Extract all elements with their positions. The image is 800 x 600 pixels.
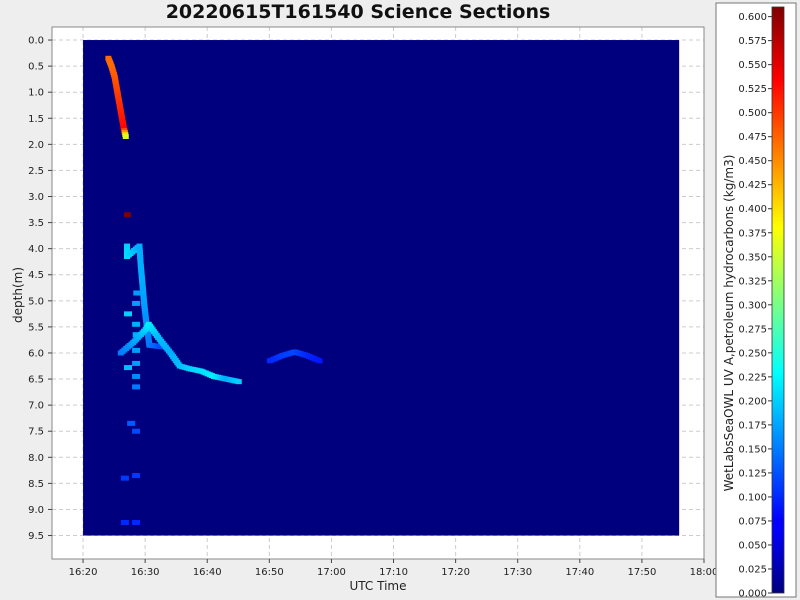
y-tick-label: 6.5 <box>28 375 44 386</box>
heatmap-background <box>83 40 680 536</box>
data-cell <box>120 519 129 525</box>
y-tick-label: 7.0 <box>28 401 44 412</box>
y-tick-label: 6.0 <box>28 348 44 359</box>
colorbar-tick-label: 0.450 <box>738 156 767 167</box>
x-axis: 16:20 16:30 16:40 16:50 17:00 17:10 17:20 17:30… <box>69 559 716 578</box>
colorbar <box>771 6 785 594</box>
colorbar-tick-label: 0.500 <box>738 108 767 119</box>
colorbar-tick-label: 0.175 <box>738 420 767 431</box>
y-tick-label: 4.5 <box>28 270 44 281</box>
data-cell <box>124 365 133 371</box>
data-cell <box>132 373 141 379</box>
data-cell <box>158 344 165 350</box>
data-cell <box>120 475 129 481</box>
y-axis: 0.0 0.5 1.0 1.5 2.0 2.5 3.0 3.5 4.0 4.5 5.0 5.5 6.0 6… <box>28 36 52 542</box>
data-cell <box>132 347 141 353</box>
y-tick-label: 9.5 <box>28 531 44 542</box>
x-tick-label: 16:20 <box>69 567 98 578</box>
x-tick-label: 16:30 <box>131 567 160 578</box>
y-tick-label: 8.0 <box>28 453 44 464</box>
colorbar-tick-label: 0.000 <box>738 589 767 600</box>
y-axis-label: depth(m) <box>11 267 25 323</box>
colorbar-tick-label: 0.225 <box>738 372 767 383</box>
colorbar-tick-label: 0.325 <box>738 276 767 287</box>
x-tick-label: 17:10 <box>379 567 408 578</box>
colorbar-tick-label: 0.425 <box>738 180 767 191</box>
data-cell <box>316 358 323 364</box>
colorbar-ticks: 0.000 0.025 0.050 0.075 0.100 0.125 0.150 0.175… <box>738 12 772 600</box>
y-tick-label: 4.0 <box>28 244 44 255</box>
data-cell <box>132 473 141 479</box>
x-tick-label: 17:30 <box>503 567 532 578</box>
data-cell <box>132 384 141 390</box>
data-cell <box>132 519 141 525</box>
y-tick-label: 1.0 <box>28 88 44 99</box>
colorbar-label: WetLabsSeaOWL UV A,petroleum hydrocarbon… <box>722 155 736 492</box>
x-tick-label: 17:50 <box>627 567 656 578</box>
y-tick-label: 0.0 <box>28 36 44 47</box>
y-tick-label: 5.5 <box>28 322 44 333</box>
data-layer <box>105 55 323 525</box>
data-cell <box>132 360 141 366</box>
colorbar-tick-label: 0.475 <box>738 132 767 143</box>
colorbar-tick-label: 0.350 <box>738 252 767 263</box>
y-tick-label: 0.5 <box>28 62 44 73</box>
colorbar-tick-label: 0.550 <box>738 60 767 71</box>
x-tick-label: 17:40 <box>565 567 594 578</box>
data-cell <box>127 420 136 426</box>
colorbar-tick-label: 0.575 <box>738 36 767 47</box>
colorbar-tick-label: 0.400 <box>738 204 767 215</box>
x-tick-label: 17:00 <box>317 567 346 578</box>
x-tick-label: 17:20 <box>441 567 470 578</box>
main-chart: 16:20 16:30 16:40 16:50 17:00 17:10 17:20 17:30… <box>11 26 716 593</box>
data-cell <box>235 379 242 385</box>
plot-frame <box>51 26 705 560</box>
y-tick-label: 3.5 <box>28 218 44 229</box>
y-tick-label: 3.0 <box>28 192 44 203</box>
colorbar-tick-label: 0.275 <box>738 324 767 335</box>
colorbar-tick-label: 0.050 <box>738 540 767 551</box>
colorbar-tick-label: 0.375 <box>738 228 767 239</box>
data-cell <box>124 212 132 218</box>
colorbar-tick-label: 0.250 <box>738 348 767 359</box>
colorbar-tick-label: 0.525 <box>738 84 767 95</box>
data-cell <box>132 321 141 327</box>
data-cell <box>124 311 133 317</box>
y-tick-label: 2.0 <box>28 140 44 151</box>
colorbar-tick-label: 0.025 <box>738 564 767 575</box>
chart-title: 20220615T161540 Science Sections <box>165 1 551 23</box>
x-tick-label: 16:50 <box>255 567 284 578</box>
data-cell <box>122 134 129 140</box>
colorbar-tick-label: 0.600 <box>738 12 767 23</box>
colorbar-tick-label: 0.125 <box>738 468 767 479</box>
y-tick-label: 1.5 <box>28 114 44 125</box>
y-tick-label: 8.5 <box>28 479 44 490</box>
x-axis-label: UTC Time <box>350 579 407 593</box>
y-tick-label: 9.0 <box>28 505 44 516</box>
colorbar-tick-label: 0.300 <box>738 300 767 311</box>
colorbar-panel-bg <box>715 2 797 598</box>
y-tick-label: 7.5 <box>28 427 44 438</box>
colorbar-tick-label: 0.075 <box>738 516 767 527</box>
data-cell <box>132 428 141 434</box>
data-cell <box>133 290 142 296</box>
x-tick-label: 18:00 <box>690 567 716 578</box>
y-tick-label: 5.0 <box>28 296 44 307</box>
colorbar-tick-label: 0.150 <box>738 444 767 455</box>
data-cell <box>132 300 141 306</box>
x-tick-label: 16:40 <box>193 567 222 578</box>
colorbar-tick-label: 0.100 <box>738 492 767 503</box>
y-tick-label: 2.5 <box>28 166 44 177</box>
colorbar-tick-label: 0.200 <box>738 396 767 407</box>
